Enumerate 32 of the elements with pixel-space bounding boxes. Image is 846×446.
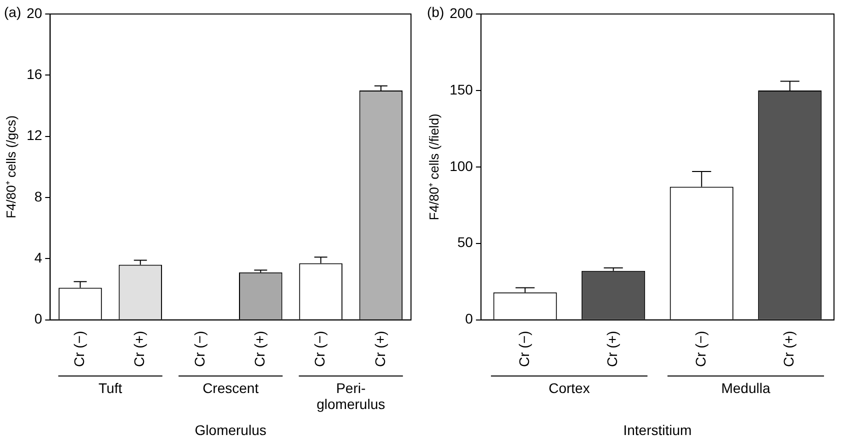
x-tick-label: Cr (−) [516,330,532,368]
y-tick-label: 0 [465,310,474,327]
y-tick-label: 0 [34,310,42,327]
text: Crescent [202,380,259,396]
text: Cortex [548,380,590,396]
y-tick-label: 16 [26,66,42,82]
x-tick-label: Cr (+) [252,330,268,368]
x-tick-label: Cr (+) [604,330,620,368]
x-tick-label: Cr (−) [71,330,88,368]
text: Tuft [98,380,122,396]
y-tick-label: 200 [450,4,474,21]
y-tick-label: 8 [34,188,42,204]
y-axis-title: F4/80⁺ cells (/field) [426,114,442,220]
x-tick-label: Cr (−) [191,330,208,368]
y-axis-title: F4/80⁺ cells (/gcs) [3,115,18,218]
chart-title: (b) [427,4,444,20]
text: Peri- glomerulus [316,380,386,412]
x-tick-label: Cr (+) [131,330,148,368]
x-tick-label: Cr (−) [312,330,328,368]
chart-title: (a) [4,4,22,20]
x-tick-label: Cr (+) [372,330,388,368]
y-tick-label: 50 [457,234,474,250]
y-tick-label: 100 [450,158,474,174]
y-tick-label: 20 [26,4,42,21]
x-axis-title: Glomerulus [194,422,266,438]
y-tick-label: 4 [34,250,42,266]
x-tick-label: Cr (−) [692,330,708,368]
x-tick-label: Cr (+) [780,330,797,368]
text: Medulla [721,380,770,396]
y-tick-label: 150 [450,81,474,98]
y-tick-label: 12 [26,127,42,144]
x-axis-title: Interstitium [623,422,692,438]
